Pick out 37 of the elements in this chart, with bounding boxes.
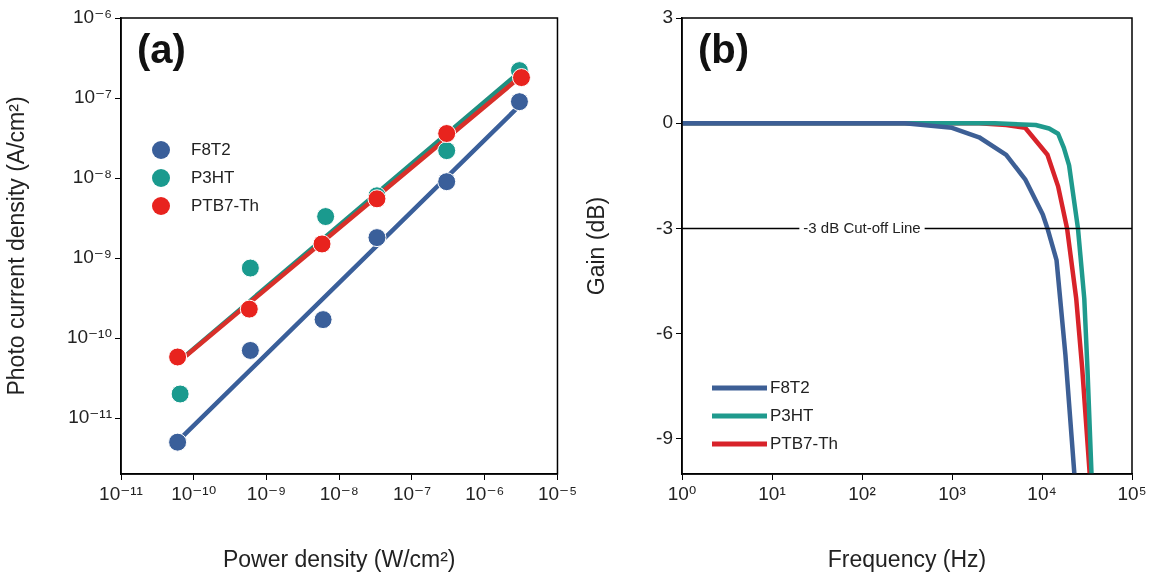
y-tick-label: 10⁻⁹: [72, 246, 112, 268]
x-tick-label: 10²: [848, 482, 876, 504]
x-tick-label: 10⁰: [667, 482, 697, 504]
x-tick-label: 10⁻¹⁰: [171, 482, 217, 504]
x-tick-label: 10⁻¹¹: [99, 482, 143, 504]
ref-line-label: -3 dB Cut-off Line: [803, 218, 921, 236]
legend-label: F8T2: [191, 139, 231, 159]
chart-title: (b): [698, 27, 750, 72]
x-tick-label: 10⁴: [1027, 482, 1057, 504]
y-tick-label: 10⁻⁶: [73, 6, 112, 28]
x-tick-label: 10⁻⁵: [537, 482, 577, 504]
y-tick-label: 0: [662, 111, 673, 133]
y-tick-label: 10⁻⁷: [73, 86, 113, 108]
y-tick-label: 10⁻¹¹: [68, 406, 112, 428]
x-axis-title: Frequency (Hz): [827, 545, 987, 572]
y-axis-title: Gain (dB): [583, 196, 610, 296]
legend-label: P3HT: [191, 167, 235, 187]
x-tick-label: 10¹: [758, 482, 786, 504]
x-tick-label: 10³: [938, 482, 966, 504]
y-tick-label: 3: [662, 6, 673, 28]
y-tick-label: 10⁻¹⁰: [66, 326, 112, 348]
x-tick-label: 10⁻⁹: [246, 482, 287, 504]
y-tick-label: -9: [656, 427, 673, 449]
x-tick-label: 10⁻⁸: [319, 482, 359, 504]
legend-label: P3HT: [770, 405, 814, 425]
y-axis-title: Photo current density (A/cm²): [3, 96, 30, 396]
x-tick-label: 10⁻⁶: [465, 482, 505, 504]
y-tick-label: -6: [656, 321, 673, 343]
y-tick-label: -3: [656, 216, 673, 238]
y-tick-label: 10⁻⁸: [72, 166, 112, 188]
legend-label: PTB7-Th: [191, 195, 260, 215]
legend-label: PTB7-Th: [770, 433, 839, 453]
legend-label: F8T2: [770, 377, 810, 397]
x-tick-label: 10⁻⁷: [392, 482, 432, 504]
x-tick-label: 10⁵: [1117, 482, 1147, 504]
chart-title: (a): [137, 27, 186, 72]
x-axis-title: Power density (W/cm²): [222, 545, 456, 572]
